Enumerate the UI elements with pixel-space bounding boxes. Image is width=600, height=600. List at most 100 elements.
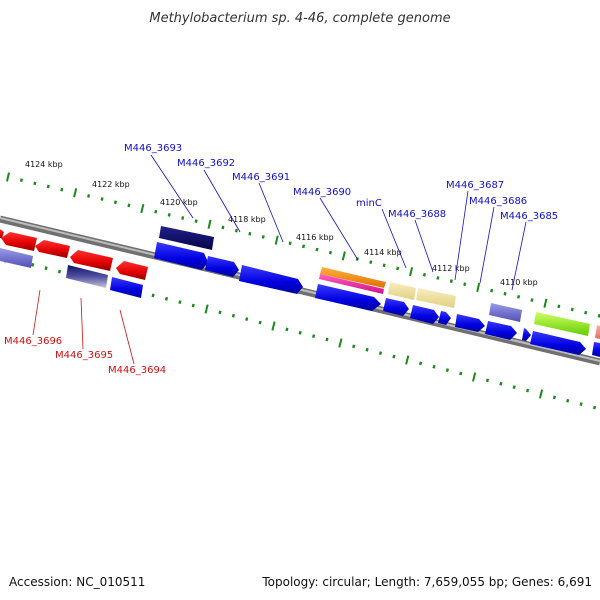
minor-tick (261, 235, 265, 239)
minor-tick (566, 398, 570, 403)
gene-feature[interactable] (388, 282, 416, 300)
minor-tick (151, 293, 155, 298)
minor-tick (19, 178, 23, 182)
gene-label[interactable]: M446_3692 (177, 158, 235, 169)
minor-tick (449, 279, 453, 283)
gene-feature[interactable] (595, 325, 600, 339)
minor-tick (557, 304, 561, 309)
tick-label: 4118 kbp (228, 215, 266, 224)
minor-tick (352, 344, 356, 349)
minor-tick (579, 402, 583, 406)
tick-ring-outer (6, 172, 600, 318)
gene-label[interactable]: M446_3695 (55, 350, 113, 361)
gene-feature[interactable] (522, 328, 531, 341)
gene-feature[interactable] (416, 288, 456, 308)
gene-label[interactable]: M446_3696 (4, 336, 62, 347)
gene-feature[interactable] (159, 226, 214, 250)
minor-tick (44, 266, 48, 271)
callout-lines (150, 154, 527, 291)
minor-tick (113, 200, 117, 205)
minor-tick (231, 313, 235, 318)
accession-text: Accession: NC_010511 (9, 575, 145, 589)
gene-feature[interactable] (154, 242, 208, 270)
minor-tick (422, 272, 426, 277)
callout-lines-red (32, 289, 135, 365)
minor-tick (419, 361, 423, 366)
gene-feature[interactable] (534, 312, 590, 336)
gene-feature[interactable] (110, 277, 143, 298)
minor-tick (60, 187, 64, 192)
gene-label[interactable]: M446_3687 (446, 180, 504, 191)
gene-feature[interactable] (35, 240, 70, 258)
gene-label[interactable]: M446_3685 (500, 211, 558, 222)
gene-feature[interactable] (455, 314, 485, 332)
major-tick (476, 282, 481, 293)
gene-feature[interactable] (319, 274, 384, 294)
gene-feature[interactable] (315, 284, 381, 311)
gene-label[interactable]: M446_3686 (469, 196, 527, 207)
minor-tick (285, 327, 289, 332)
gene-feature[interactable] (489, 303, 522, 322)
tick-label: 4122 kbp (92, 180, 130, 189)
gene-feature[interactable] (438, 311, 451, 325)
minor-tick (517, 295, 521, 299)
gene-feature[interactable] (0, 229, 4, 238)
gene-feature[interactable] (1, 232, 37, 251)
gene-feature[interactable] (70, 250, 113, 271)
minor-tick (288, 241, 292, 246)
tick-label: 4116 kbp (296, 233, 334, 242)
tick-label: 4110 kbp (500, 278, 538, 287)
minor-tick (31, 262, 35, 267)
tick-label: 4120 kbp (160, 198, 198, 207)
major-tick (271, 321, 276, 331)
gene-feature[interactable] (592, 342, 600, 357)
minor-tick (234, 228, 238, 233)
map-title: Methylobacterium sp. 4-46, complete geno… (149, 11, 450, 26)
minor-tick (584, 310, 588, 315)
major-tick (409, 267, 414, 277)
gene-feature[interactable] (239, 265, 303, 294)
gene-feature[interactable] (320, 267, 386, 288)
major-tick (338, 338, 343, 348)
minor-tick (325, 337, 329, 342)
major-tick (204, 304, 209, 314)
minor-tick (221, 225, 225, 230)
minor-tick (392, 354, 396, 359)
gene-label[interactable]: M446_3694 (108, 365, 166, 376)
gene-feature[interactable] (485, 321, 517, 340)
gene-label[interactable]: minC (356, 198, 382, 209)
gene-label[interactable]: M446_3688 (388, 209, 446, 220)
minor-tick (378, 351, 383, 355)
minor-tick (46, 184, 50, 189)
gene-feature[interactable] (66, 265, 108, 288)
minor-tick (499, 381, 503, 386)
minor-tick (396, 266, 400, 271)
gene-label[interactable]: M446_3691 (232, 172, 290, 183)
minor-tick (298, 330, 302, 335)
gene-feature[interactable] (205, 256, 239, 277)
minor-tick (552, 395, 556, 400)
gene-feature[interactable] (410, 305, 439, 324)
minor-tick (194, 219, 198, 223)
gene-label[interactable]: M446_3690 (293, 187, 351, 198)
minor-tick (592, 405, 597, 410)
minor-tick (369, 260, 373, 264)
gene-label[interactable]: M446_3693 (124, 143, 182, 154)
minor-tick (512, 385, 516, 389)
gene-feature[interactable] (383, 298, 409, 316)
minor-tick (127, 203, 131, 208)
minor-tick (597, 313, 600, 318)
tick-ring-inner (3, 253, 597, 410)
minor-tick (365, 347, 369, 352)
major-tick (73, 188, 78, 198)
gene-feature[interactable] (0, 248, 33, 268)
minor-tick (382, 263, 386, 268)
minor-tick (218, 310, 222, 315)
gene-feature[interactable] (116, 261, 148, 280)
minor-tick (463, 282, 467, 287)
topology-text: Topology: circular; Length: 7,659,055 bp… (261, 575, 592, 589)
gene-feature[interactable] (530, 331, 586, 355)
minor-tick (178, 300, 182, 304)
major-tick (207, 219, 212, 229)
